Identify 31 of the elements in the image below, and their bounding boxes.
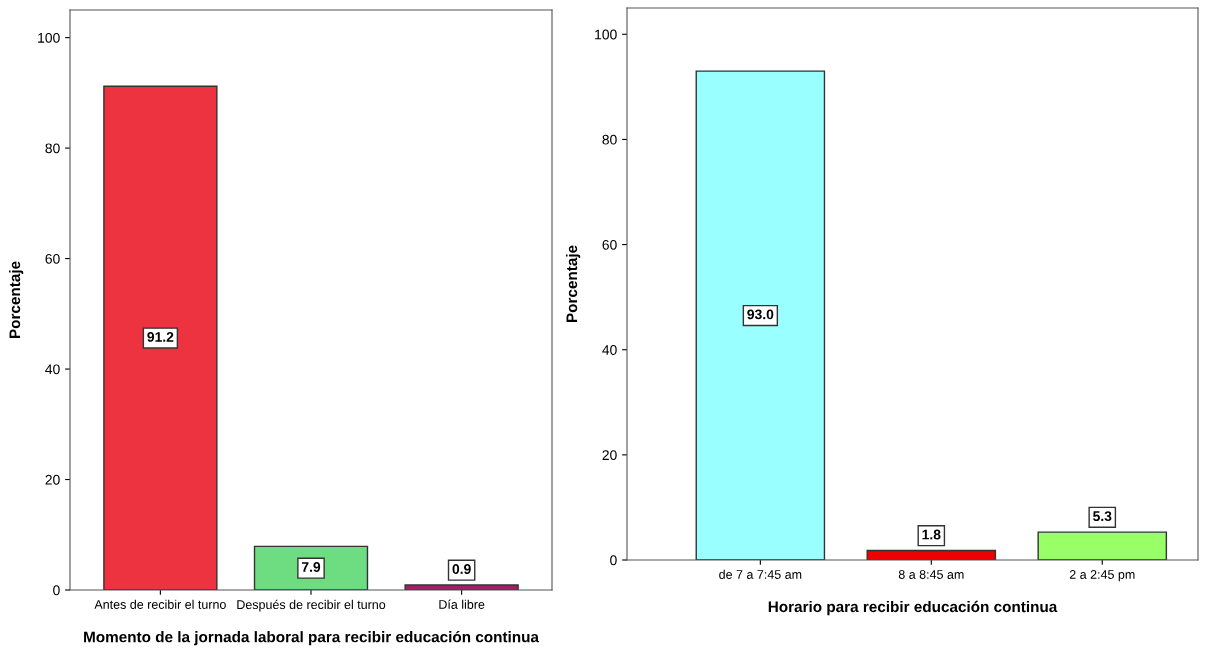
data-label: 7.9 <box>301 562 321 572</box>
y-tick-label: 40 <box>602 345 617 355</box>
data-label: 1.8 <box>922 529 941 540</box>
x-tick-label: 8 a 8:45 am <box>898 570 964 579</box>
bar <box>103 85 218 590</box>
y-tick-label: 100 <box>38 32 60 43</box>
data-label: 0.9 <box>452 564 471 574</box>
data-label: 91.2 <box>147 332 174 342</box>
x-axis-title: Horario para recibir educación continua <box>768 600 1058 616</box>
y-tick-label: 60 <box>602 239 617 250</box>
y-tick-label: 60 <box>45 253 60 264</box>
x-tick-label: de 7 a 7:45 am <box>719 569 802 579</box>
y-tick-label: 20 <box>602 450 617 461</box>
data-label: 5.3 <box>1093 511 1112 522</box>
x-tick-label: 2 a 2:45 pm <box>1069 570 1135 582</box>
x-tick-label: Después de recibir el turno <box>237 599 386 612</box>
x-axis-title: Momento de la jornada laboral para recibir educación continua <box>84 630 540 646</box>
bar <box>695 70 826 560</box>
bar <box>1037 531 1168 560</box>
y-axis-title: Porcentaje <box>8 261 24 339</box>
y-tick-label: 0 <box>610 555 617 566</box>
y-axis-title: Porcentaje <box>565 245 581 323</box>
y-tick-label: 20 <box>45 474 60 485</box>
y-tick-label: 100 <box>595 29 617 40</box>
data-label: 93.0 <box>747 309 774 320</box>
y-tick-label: 0 <box>53 585 60 596</box>
x-tick-label: Antes de recibir el turno <box>94 599 226 609</box>
y-tick-label: 80 <box>602 134 617 145</box>
x-tick-label: Día libre <box>439 599 485 609</box>
y-tick-label: 40 <box>45 364 60 375</box>
y-tick-label: 80 <box>45 143 60 154</box>
